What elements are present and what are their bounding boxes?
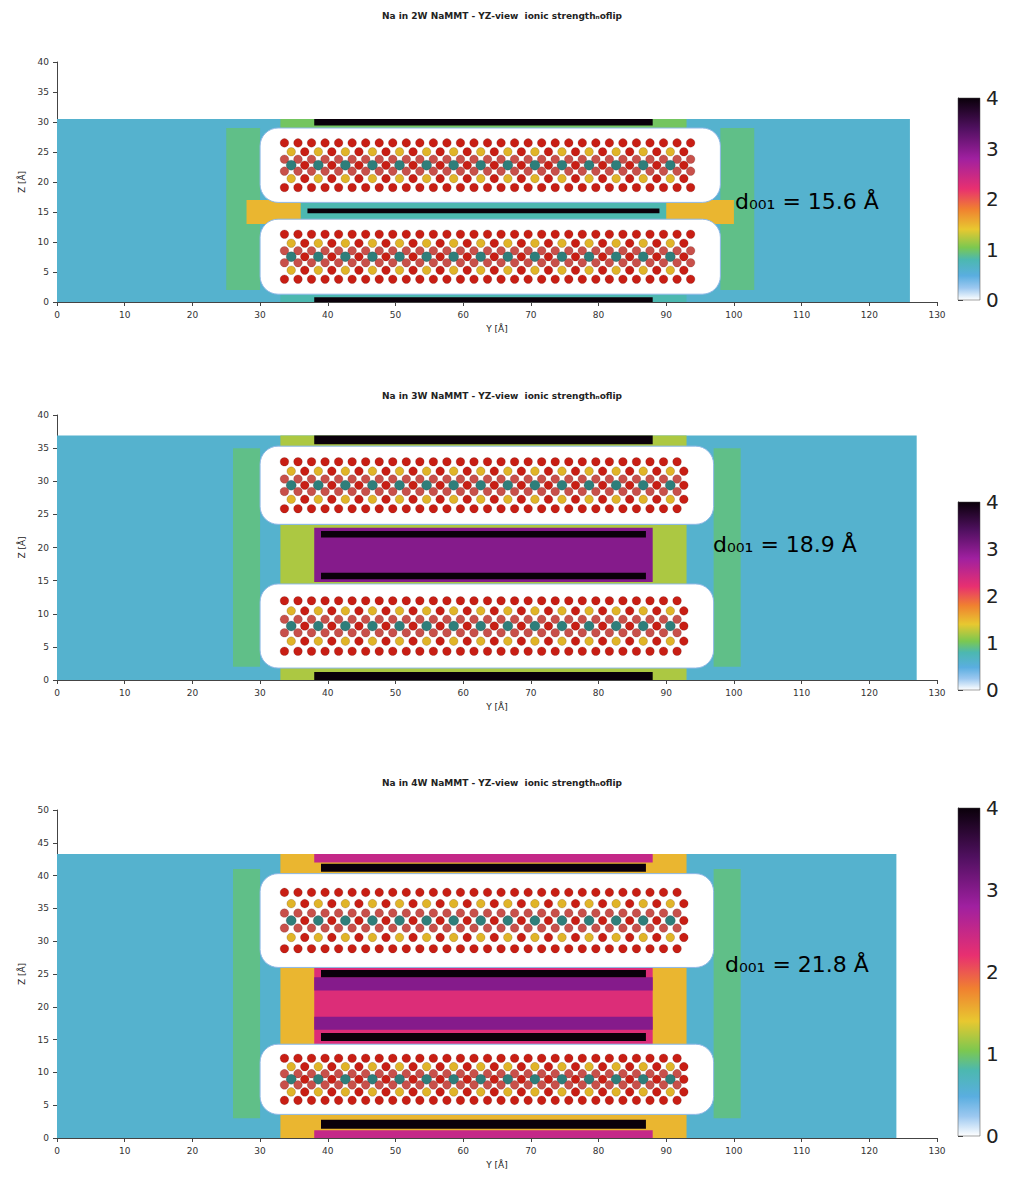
svg-text:40: 40 bbox=[322, 310, 334, 320]
svg-text:40: 40 bbox=[322, 688, 334, 698]
svg-text:110: 110 bbox=[793, 1146, 810, 1156]
svg-text:0: 0 bbox=[43, 297, 49, 307]
svg-text:Na in 2W NaMMT - YZ-view ioni: Na in 2W NaMMT - YZ-view ionic strengthₙ… bbox=[382, 11, 623, 21]
svg-text:110: 110 bbox=[793, 688, 810, 698]
svg-text:40: 40 bbox=[38, 57, 50, 67]
svg-text:0: 0 bbox=[43, 675, 49, 685]
svg-text:d₀₀₁ = 15.6 Å: d₀₀₁ = 15.6 Å bbox=[735, 188, 879, 214]
svg-text:Na in 4W NaMMT - YZ-view ioni: Na in 4W NaMMT - YZ-view ionic strengthₙ… bbox=[382, 778, 623, 788]
svg-text:1: 1 bbox=[986, 238, 999, 262]
svg-text:15: 15 bbox=[38, 576, 49, 586]
svg-text:130: 130 bbox=[928, 310, 945, 320]
svg-text:25: 25 bbox=[38, 969, 49, 979]
svg-text:10: 10 bbox=[119, 1146, 131, 1156]
svg-text:120: 120 bbox=[861, 1146, 878, 1156]
svg-text:0: 0 bbox=[43, 1133, 49, 1143]
svg-text:0: 0 bbox=[986, 1124, 999, 1148]
svg-text:100: 100 bbox=[725, 688, 742, 698]
svg-text:d₀₀₁ = 18.9 Å: d₀₀₁ = 18.9 Å bbox=[713, 531, 857, 557]
svg-text:5: 5 bbox=[43, 267, 49, 277]
svg-text:90: 90 bbox=[661, 310, 673, 320]
svg-text:35: 35 bbox=[38, 903, 49, 913]
svg-text:d₀₀₁ = 21.8 Å: d₀₀₁ = 21.8 Å bbox=[725, 951, 869, 977]
svg-text:10: 10 bbox=[38, 1067, 50, 1077]
svg-text:15: 15 bbox=[38, 1035, 49, 1045]
svg-text:30: 30 bbox=[38, 117, 50, 127]
svg-text:25: 25 bbox=[38, 509, 49, 519]
svg-text:3: 3 bbox=[986, 878, 999, 902]
svg-text:1: 1 bbox=[986, 1042, 999, 1066]
svg-text:40: 40 bbox=[38, 410, 50, 420]
svg-text:100: 100 bbox=[725, 1146, 742, 1156]
svg-text:25: 25 bbox=[38, 147, 49, 157]
svg-text:80: 80 bbox=[593, 310, 605, 320]
svg-text:0: 0 bbox=[54, 310, 60, 320]
svg-text:Na in 3W NaMMT - YZ-view ioni: Na in 3W NaMMT - YZ-view ionic strengthₙ… bbox=[382, 391, 623, 401]
svg-text:80: 80 bbox=[593, 688, 605, 698]
svg-text:0: 0 bbox=[54, 688, 60, 698]
svg-text:70: 70 bbox=[525, 688, 537, 698]
svg-text:30: 30 bbox=[254, 688, 266, 698]
svg-text:Y [Å]: Y [Å] bbox=[485, 1159, 508, 1170]
svg-text:10: 10 bbox=[119, 310, 131, 320]
svg-text:Z [Å]: Z [Å] bbox=[16, 171, 27, 193]
svg-text:130: 130 bbox=[928, 1146, 945, 1156]
svg-text:60: 60 bbox=[457, 688, 469, 698]
svg-text:Y [Å]: Y [Å] bbox=[485, 701, 508, 712]
svg-text:35: 35 bbox=[38, 443, 49, 453]
svg-text:30: 30 bbox=[254, 310, 266, 320]
svg-text:20: 20 bbox=[187, 310, 199, 320]
svg-text:0: 0 bbox=[986, 678, 999, 702]
svg-text:40: 40 bbox=[322, 1146, 334, 1156]
svg-text:90: 90 bbox=[661, 1146, 673, 1156]
svg-text:3: 3 bbox=[986, 137, 999, 161]
svg-text:Z [Å]: Z [Å] bbox=[16, 963, 27, 985]
svg-text:Z [Å]: Z [Å] bbox=[16, 536, 27, 558]
svg-text:40: 40 bbox=[38, 871, 50, 881]
svg-text:30: 30 bbox=[38, 476, 50, 486]
svg-text:50: 50 bbox=[390, 1146, 402, 1156]
svg-text:100: 100 bbox=[725, 310, 742, 320]
svg-text:4: 4 bbox=[986, 490, 999, 514]
svg-text:20: 20 bbox=[187, 688, 199, 698]
svg-text:120: 120 bbox=[861, 688, 878, 698]
svg-text:2: 2 bbox=[986, 187, 999, 211]
svg-text:30: 30 bbox=[38, 936, 50, 946]
svg-text:5: 5 bbox=[43, 642, 49, 652]
svg-text:0: 0 bbox=[54, 1146, 60, 1156]
svg-text:50: 50 bbox=[390, 688, 402, 698]
svg-text:0: 0 bbox=[986, 288, 999, 312]
svg-text:60: 60 bbox=[457, 1146, 469, 1156]
svg-text:20: 20 bbox=[38, 177, 50, 187]
svg-text:110: 110 bbox=[793, 310, 810, 320]
svg-text:30: 30 bbox=[254, 1146, 266, 1156]
svg-text:3: 3 bbox=[986, 537, 999, 561]
svg-text:50: 50 bbox=[390, 310, 402, 320]
svg-text:80: 80 bbox=[593, 1146, 605, 1156]
svg-text:45: 45 bbox=[38, 838, 49, 848]
svg-text:10: 10 bbox=[38, 237, 50, 247]
svg-text:20: 20 bbox=[38, 543, 50, 553]
svg-text:15: 15 bbox=[38, 207, 49, 217]
svg-text:4: 4 bbox=[986, 86, 999, 110]
svg-text:90: 90 bbox=[661, 688, 673, 698]
svg-text:60: 60 bbox=[457, 310, 469, 320]
svg-text:1: 1 bbox=[986, 631, 999, 655]
svg-text:10: 10 bbox=[38, 609, 50, 619]
svg-text:20: 20 bbox=[187, 1146, 199, 1156]
svg-text:10: 10 bbox=[119, 688, 131, 698]
svg-text:4: 4 bbox=[986, 796, 999, 820]
svg-text:Y [Å]: Y [Å] bbox=[485, 323, 508, 334]
svg-text:70: 70 bbox=[525, 1146, 537, 1156]
svg-text:20: 20 bbox=[38, 1002, 50, 1012]
svg-text:5: 5 bbox=[43, 1100, 49, 1110]
svg-text:50: 50 bbox=[38, 805, 50, 815]
svg-text:35: 35 bbox=[38, 87, 49, 97]
svg-text:130: 130 bbox=[928, 688, 945, 698]
svg-text:2: 2 bbox=[986, 584, 999, 608]
svg-text:2: 2 bbox=[986, 960, 999, 984]
svg-text:70: 70 bbox=[525, 310, 537, 320]
svg-text:120: 120 bbox=[861, 310, 878, 320]
